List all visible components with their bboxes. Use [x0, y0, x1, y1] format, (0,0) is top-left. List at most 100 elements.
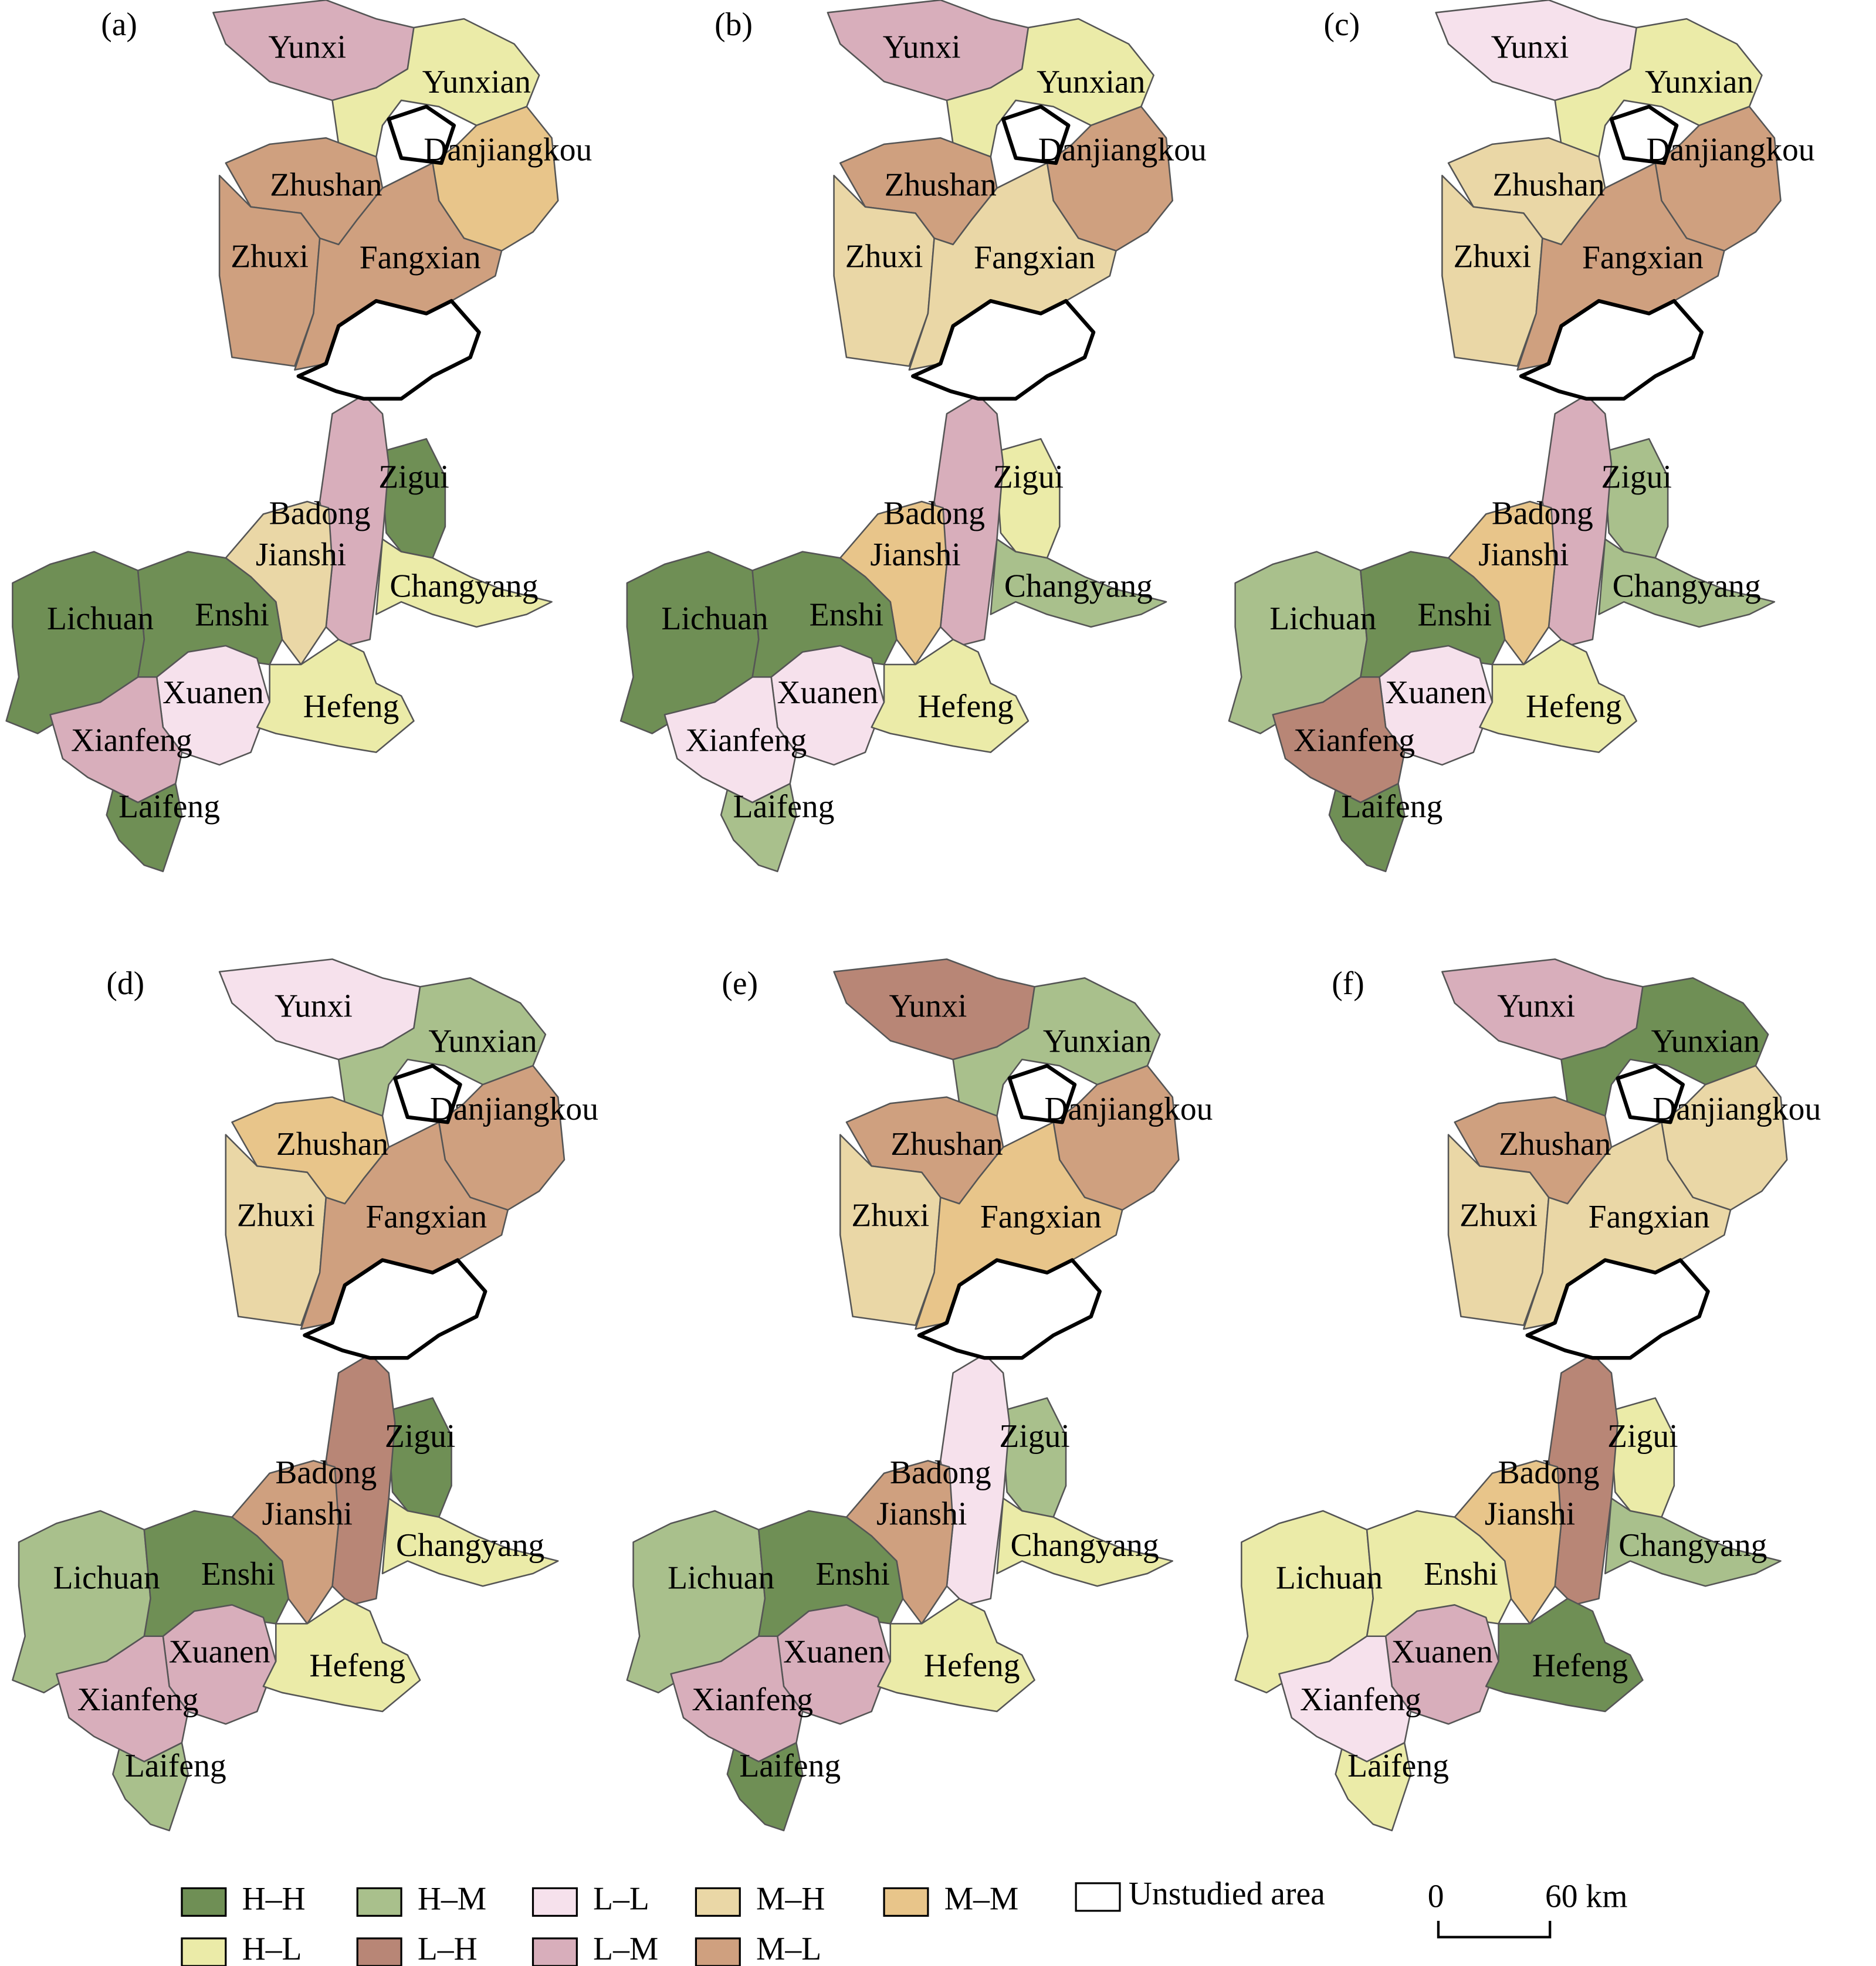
county-label: Fangxian — [365, 1199, 487, 1235]
legend-swatch — [531, 1937, 578, 1966]
county-label: Enshi — [1424, 1556, 1498, 1592]
map-panel: (f) Yunxi Yunxian Danjiangkou Zhushan Zhuxi Fa… — [1234, 958, 1821, 1832]
county-label: Xianfeng — [686, 722, 807, 758]
county-region — [49, 676, 183, 804]
county-region — [877, 1598, 1035, 1713]
county-region — [720, 782, 797, 873]
county-label: Yunxian — [1037, 64, 1145, 100]
county-label: Danjiangkou — [430, 1091, 598, 1127]
county-label: Laifeng — [733, 789, 835, 825]
county-label: Zigui — [378, 459, 449, 496]
county-label: Fangxian — [360, 239, 481, 276]
county-label: Fangxian — [1589, 1199, 1710, 1235]
county-label: Enshi — [201, 1556, 276, 1592]
county-label: Xuanen — [162, 674, 264, 711]
county-label: Jianshi — [256, 537, 346, 573]
county-label: Badong — [1492, 496, 1593, 532]
county-label: Lichuan — [668, 1560, 774, 1596]
county-label: Enshi — [1417, 597, 1492, 633]
county-label: Lichuan — [661, 601, 768, 637]
county-region — [1335, 1742, 1412, 1832]
county-label: Zhuxi — [1460, 1198, 1538, 1234]
map-panel: (a) Yunxi Yunxian Danjiangkou Zhushan Zhuxi Fa… — [5, 0, 592, 873]
county-label: Fangxian — [1582, 239, 1704, 276]
county-region — [1278, 1635, 1412, 1762]
map-panel: (b) Yunxi Yunxian Danjiangkou Zhushan Zhuxi Fa… — [619, 0, 1207, 873]
unstudied-area — [1525, 1258, 1710, 1360]
county-region — [388, 1397, 452, 1518]
map-panel: (c) Yunxi Yunxian Danjiangkou Zhushan Zhuxi Fa… — [1228, 0, 1815, 873]
legend-label: M–L — [756, 1931, 821, 1966]
county-label: Danjiangkou — [1038, 132, 1207, 168]
county-label: Jianshi — [262, 1496, 353, 1532]
county-label: Enshi — [815, 1556, 890, 1592]
county-label: Hefeng — [303, 689, 399, 725]
county-label: Changyang — [1613, 568, 1761, 605]
legend-label: M–M — [944, 1881, 1019, 1917]
county-label: Badong — [890, 1455, 991, 1491]
county-region — [112, 1742, 189, 1832]
county-label: Yunxi — [268, 29, 346, 65]
county-label: Changyang — [1618, 1527, 1767, 1564]
county-label: Xuanen — [169, 1634, 270, 1670]
county-label: Zhushan — [885, 167, 997, 203]
county-region — [996, 438, 1061, 559]
county-label: Hefeng — [1532, 1648, 1628, 1684]
county-label: Jianshi — [876, 1496, 967, 1532]
county-region — [381, 1497, 559, 1587]
county-label: Changyang — [396, 1527, 544, 1564]
county-label: Zigui — [385, 1418, 455, 1455]
county-label: Yunxi — [889, 988, 967, 1025]
unstudied-area — [296, 299, 481, 401]
county-region — [381, 438, 446, 559]
county-label: Danjiangkou — [1646, 132, 1814, 168]
county-label: Lichuan — [1269, 601, 1376, 637]
county-label: Yunxi — [883, 29, 961, 65]
county-label: Laifeng — [1341, 789, 1442, 825]
legend-label: H–M — [418, 1881, 486, 1917]
legend-label: H–L — [242, 1931, 302, 1966]
county-label: Hefeng — [917, 689, 1014, 725]
panel-label: (b) — [714, 6, 753, 43]
county-label: Laifeng — [118, 789, 220, 825]
unstudied-area — [1001, 104, 1071, 165]
county-label: Danjiangkou — [424, 132, 592, 168]
county-label: Zhushan — [1492, 167, 1604, 203]
legend-label: Unstudied area — [1129, 1876, 1325, 1912]
county-label: Zhuxi — [851, 1198, 929, 1234]
county-label: Zigui — [993, 459, 1064, 496]
county-label: Badong — [275, 1455, 377, 1491]
county-label: Yunxian — [1645, 64, 1753, 100]
county-region — [871, 638, 1030, 753]
county-label: Xuanen — [777, 674, 878, 711]
county-label: Laifeng — [739, 1748, 841, 1784]
county-label: Hefeng — [924, 1648, 1020, 1684]
county-label: Danjiangkou — [1044, 1091, 1213, 1127]
county-label: Zhuxi — [845, 238, 923, 274]
county-label: Laifeng — [1347, 1748, 1449, 1784]
legend-label: H–H — [242, 1881, 306, 1917]
legend-swatch — [181, 1937, 227, 1966]
county-label: Xuanen — [783, 1634, 885, 1670]
county-region — [106, 782, 183, 873]
panel-label: (a) — [101, 6, 137, 43]
county-region — [1272, 676, 1406, 804]
unstudied-area — [1609, 104, 1679, 165]
legend-label: L–H — [418, 1931, 478, 1966]
county-region — [996, 1497, 1174, 1587]
panel-label: (f) — [1332, 965, 1364, 1002]
county-label: Zhushan — [890, 1126, 1003, 1162]
county-label: Fangxian — [980, 1199, 1102, 1235]
unstudied-area — [303, 1258, 487, 1360]
county-label: Zigui — [1601, 459, 1671, 496]
county-label: Zhushan — [276, 1126, 388, 1162]
county-region — [1479, 638, 1637, 753]
county-label: Zigui — [999, 1418, 1069, 1455]
county-label: Yunxi — [275, 988, 353, 1025]
county-label: Enshi — [810, 597, 884, 633]
unstudied-area — [917, 1258, 1102, 1360]
scale-label: 0 — [1428, 1878, 1444, 1914]
county-region — [1002, 1397, 1067, 1518]
county-label: Badong — [1498, 1455, 1600, 1491]
